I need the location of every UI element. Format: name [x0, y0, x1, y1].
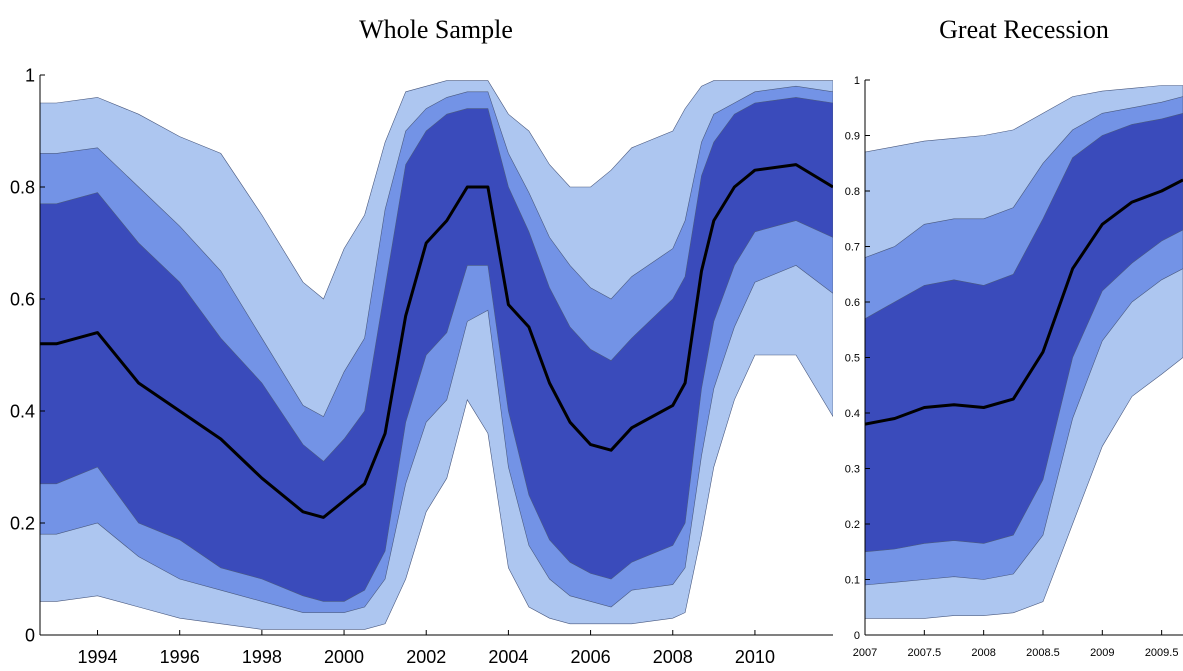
x-tick-label: 2008.5	[1026, 647, 1060, 659]
x-tick-label: 2009.5	[1145, 647, 1179, 659]
y-tick-label: 0.4	[845, 408, 860, 420]
plot-area	[865, 85, 1183, 619]
y-tick-label: 0.4	[10, 401, 35, 421]
median-line	[865, 178, 1183, 426]
x-tick-label: 2006	[571, 647, 611, 667]
plot-area	[40, 80, 833, 630]
median-line	[40, 163, 833, 519]
y-tick-label: 0.6	[845, 297, 860, 309]
x-tick-label: 1998	[242, 647, 282, 667]
fan-band	[40, 97, 833, 602]
x-tick-label: 2008	[653, 647, 693, 667]
y-tick-label: 0.3	[845, 463, 860, 475]
y-tick-label: 0.8	[10, 177, 35, 197]
y-tick-label: 1	[25, 65, 35, 85]
x-tick-label: 2008	[971, 647, 995, 659]
y-tick-label: 0.8	[845, 186, 860, 198]
x-tick-label: 2002	[406, 647, 446, 667]
y-tick-label: 0	[854, 630, 860, 642]
x-tick-label: 2000	[324, 647, 364, 667]
x-tick-label: 2010	[735, 647, 775, 667]
y-tick-label: 0.2	[10, 513, 35, 533]
y-tick-label: 0.9	[845, 130, 860, 142]
chart-title: Whole Sample	[359, 15, 513, 44]
x-tick-label: 1996	[160, 647, 200, 667]
x-tick-label: 2009	[1090, 647, 1114, 659]
y-tick-label: 0.7	[845, 241, 860, 253]
x-tick-label: 2007	[853, 647, 877, 659]
x-tick-label: 2007.5	[908, 647, 942, 659]
y-tick-label: 0	[25, 625, 35, 645]
y-tick-label: 0.1	[845, 574, 860, 586]
y-tick-label: 0.6	[10, 289, 35, 309]
y-tick-label: 0.5	[845, 352, 860, 364]
chart-title: Great Recession	[939, 15, 1109, 44]
x-tick-label: 2004	[488, 647, 528, 667]
y-tick-label: 0.2	[845, 519, 860, 531]
x-tick-label: 1994	[77, 647, 117, 667]
y-tick-label: 1	[854, 75, 860, 87]
